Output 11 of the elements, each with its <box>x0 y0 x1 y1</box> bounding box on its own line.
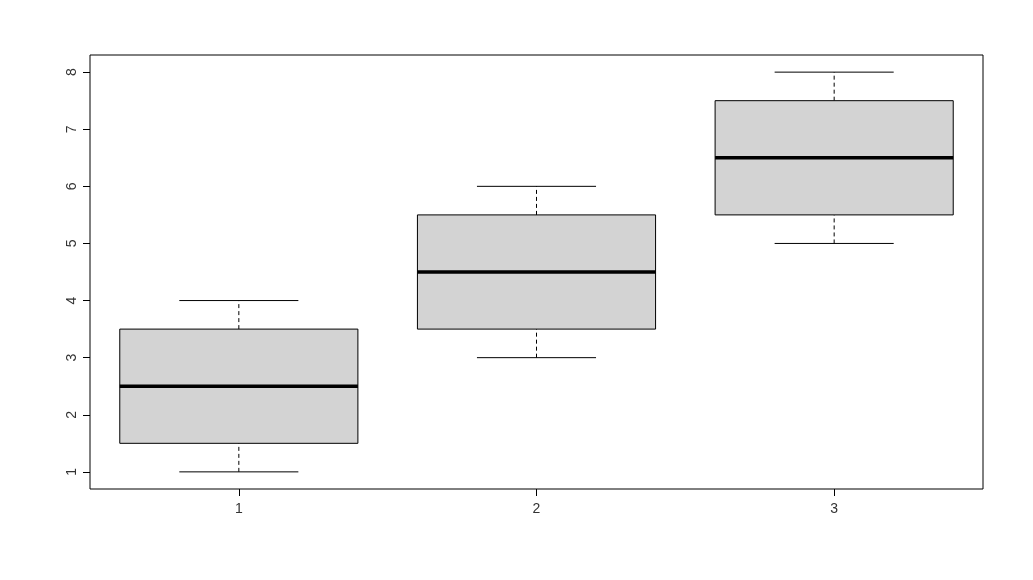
y-tick-label: 1 <box>63 467 79 476</box>
y-tick-label: 6 <box>63 182 79 191</box>
x-tick-label: 1 <box>234 500 243 516</box>
y-tick-label: 2 <box>63 410 79 419</box>
y-tick-label: 5 <box>63 239 79 248</box>
y-tick-label: 7 <box>63 125 79 134</box>
y-tick-label: 3 <box>63 353 79 362</box>
x-tick-label: 3 <box>830 500 839 516</box>
y-tick-label: 4 <box>63 296 79 305</box>
y-tick-label: 8 <box>63 68 79 77</box>
x-tick-label: 2 <box>532 500 541 516</box>
